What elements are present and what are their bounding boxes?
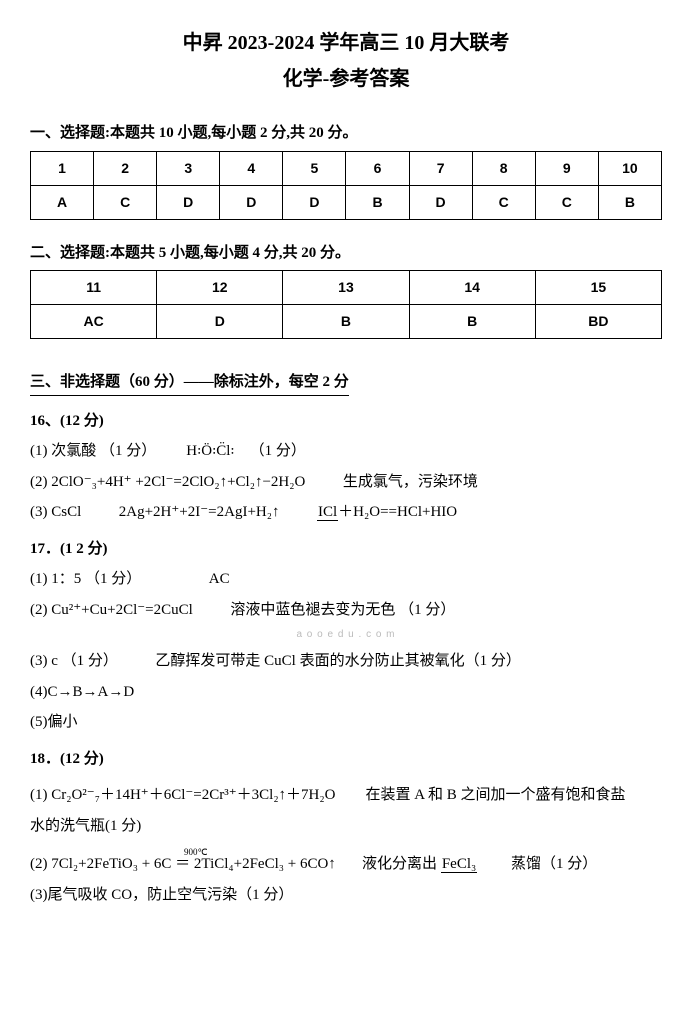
q17-p1a: (1) 1：5 （1 分） — [30, 571, 141, 587]
q18-p2a-text: (2) 7Cl₂+2FeTiO₃ + 6C ＝ 2TiCl₄+2FeCl₃ + … — [30, 856, 336, 872]
q17-p2b: 溶液中蓝色褪去变为无色 （1 分） — [230, 602, 455, 618]
t2-num: 11 — [31, 271, 157, 305]
q16-p3: (3) CsCl 2Ag+2H⁺+2I⁻=2AgI+H₂↑ ICl＋H₂O==H… — [30, 501, 662, 524]
t2-num: 13 — [283, 271, 409, 305]
t1-ans: C — [535, 185, 598, 219]
t1-ans: C — [472, 185, 535, 219]
t2-num: 15 — [535, 271, 661, 305]
t1-ans: D — [157, 185, 220, 219]
q17-p4: (4)C→B→A→D — [30, 681, 662, 704]
q18-p2c: 蒸馏（1 分） — [511, 856, 597, 872]
q16-p2eq: (2) 2ClO⁻₃+4H⁺ +2Cl⁻=2ClO₂↑+Cl₂↑−2H₂O — [30, 474, 305, 490]
watermark-text: a o o e d u . c o m — [30, 627, 662, 642]
q17-p1: (1) 1：5 （1 分） AC — [30, 568, 662, 591]
q16-p2txt: 生成氯气，污染环境 — [343, 474, 478, 490]
table-section2: 11 12 13 14 15 AC D B B BD — [30, 270, 662, 339]
q18-p2b: 液化分离出 — [362, 856, 437, 872]
t1-num: 10 — [598, 151, 661, 185]
q17-p2a: (2) Cu²⁺+Cu+2Cl⁻=2CuCl — [30, 602, 193, 618]
t2-ans: BD — [535, 305, 661, 339]
table-section1: 1 2 3 4 5 6 7 8 9 10 A C D D D B D C C B — [30, 151, 662, 220]
t2-ans: D — [157, 305, 283, 339]
q18-p2a: (2) 7Cl₂+2FeTiO₃ + 6C ＝ 2TiCl₄+2FeCl₃ + … — [30, 856, 340, 872]
q17-p3a: (3) c （1 分） — [30, 653, 118, 669]
doc-title-1: 中昇 2023-2024 学年高三 10 月大联考 — [30, 28, 662, 58]
t2-ans: B — [283, 305, 409, 339]
q17-title: 17．(1 2 分) — [30, 538, 662, 561]
t1-num: 7 — [409, 151, 472, 185]
q17-p2: (2) Cu²⁺+Cu+2Cl⁻=2CuCl 溶液中蓝色褪去变为无色 （1 分） — [30, 599, 662, 622]
t1-ans: A — [31, 185, 94, 219]
q16-p3b: 2Ag+2H⁺+2I⁻=2AgI+H₂↑ — [119, 504, 280, 520]
q18-p2fecl3: FeCl₃ — [441, 856, 477, 873]
q16-p3d: ＋H₂O==HCl+HIO — [338, 504, 457, 520]
q18-p2cond: 900℃ — [184, 846, 208, 860]
t1-ans: D — [220, 185, 283, 219]
q16-p2: (2) 2ClO⁻₃+4H⁺ +2Cl⁻=2ClO₂↑+Cl₂↑−2H₂O 生成… — [30, 471, 662, 494]
section1-heading: 一、选择题:本题共 10 小题,每小题 2 分,共 20 分。 — [30, 122, 662, 145]
t1-num: 6 — [346, 151, 409, 185]
doc-title-2: 化学-参考答案 — [30, 64, 662, 94]
t1-ans: D — [409, 185, 472, 219]
table-row: 11 12 13 14 15 — [31, 271, 662, 305]
t1-num: 4 — [220, 151, 283, 185]
q16-p3c: ICl — [317, 504, 338, 521]
table-row: A C D D D B D C C B — [31, 185, 662, 219]
table-row: 1 2 3 4 5 6 7 8 9 10 — [31, 151, 662, 185]
q18-p3: (3)尾气吸收 CO，防止空气污染（1 分） — [30, 884, 662, 907]
t1-num: 3 — [157, 151, 220, 185]
q16-title: 16、(12 分) — [30, 410, 662, 433]
q18-p1: (1) Cr₂O²⁻₇＋14H⁺＋6Cl⁻=2Cr³⁺＋3Cl₂↑＋7H₂O 在… — [30, 784, 662, 807]
t2-num: 14 — [409, 271, 535, 305]
table-row: AC D B B BD — [31, 305, 662, 339]
t1-ans: B — [346, 185, 409, 219]
section2-heading: 二、选择题:本题共 5 小题,每小题 4 分,共 20 分。 — [30, 242, 662, 265]
q18-p1a: (1) Cr₂O²⁻₇＋14H⁺＋6Cl⁻=2Cr³⁺＋3Cl₂↑＋7H₂O — [30, 787, 335, 803]
t1-num: 5 — [283, 151, 346, 185]
q16-p1a: (1) 次氯酸 （1 分） — [30, 443, 156, 459]
t1-ans: C — [94, 185, 157, 219]
q16-p1b: H꞉Ö꞉C̈l꞉ — [186, 443, 234, 459]
q18-p1b: 在装置 A 和 B 之间加一个盛有饱和食盐 — [365, 787, 625, 803]
t2-num: 12 — [157, 271, 283, 305]
t1-num: 9 — [535, 151, 598, 185]
t2-ans: AC — [31, 305, 157, 339]
q18-title: 18．(12 分) — [30, 748, 662, 771]
t1-num: 2 — [94, 151, 157, 185]
q17-p3b: 乙醇挥发可带走 CuCl 表面的水分防止其被氧化（1 分） — [155, 653, 520, 669]
section3-heading: 三、非选择题（60 分）——除标注外，每空 2 分 — [30, 371, 349, 396]
q18-p1c: 水的洗气瓶(1 分) — [30, 815, 662, 838]
t2-ans: B — [409, 305, 535, 339]
t1-ans: D — [283, 185, 346, 219]
q17-p3: (3) c （1 分） 乙醇挥发可带走 CuCl 表面的水分防止其被氧化（1 分… — [30, 650, 662, 673]
q17-p5: (5)偏小 — [30, 711, 662, 734]
q16-p1: (1) 次氯酸 （1 分） H꞉Ö꞉C̈l꞉ （1 分） — [30, 440, 662, 463]
t1-num: 1 — [31, 151, 94, 185]
t1-ans: B — [598, 185, 661, 219]
q17-p1b: AC — [209, 571, 230, 587]
t1-num: 8 — [472, 151, 535, 185]
q16-p3a: (3) CsCl — [30, 504, 81, 520]
q18-p2: (2) 7Cl₂+2FeTiO₃ + 6C ＝ 2TiCl₄+2FeCl₃ + … — [30, 853, 662, 876]
q16-p1c: （1 分） — [250, 443, 306, 459]
